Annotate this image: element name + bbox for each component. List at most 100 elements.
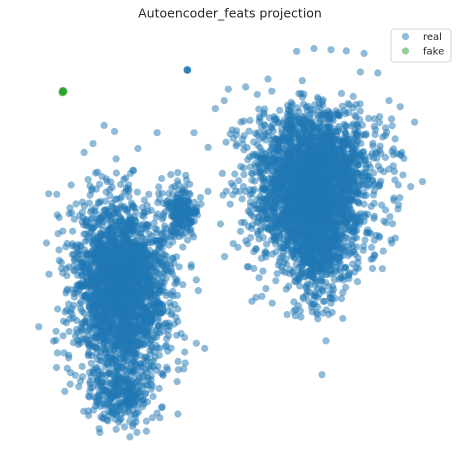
scatter-point-real [92, 344, 100, 352]
scatter-point-real [155, 285, 163, 293]
scatter-point-real [88, 309, 96, 317]
scatter-point-real [146, 321, 154, 329]
scatter-point-real [112, 285, 120, 293]
scatter-point-real [368, 243, 376, 251]
scatter-point-real [147, 262, 155, 270]
scatter-point-real [69, 227, 77, 235]
scatter-point-real [124, 270, 132, 278]
scatter-point-real [59, 332, 67, 340]
scatter-point-real [171, 280, 179, 288]
scatter-point-real [118, 316, 126, 324]
scatter-point-real [112, 425, 120, 433]
scatter-point-real [229, 191, 237, 199]
scatter-point-real [126, 303, 134, 311]
scatter-point-real [106, 237, 114, 245]
scatter-point-real [179, 193, 188, 201]
scatter-point-real [84, 331, 92, 339]
scatter-point-real [103, 335, 111, 343]
scatter-point-real [103, 307, 111, 315]
scatter-point-real [237, 218, 246, 227]
scatter-point-real [159, 210, 168, 218]
scatter-point-real [115, 336, 123, 344]
scatter-point-real [272, 277, 280, 285]
scatter-point-real [378, 201, 386, 209]
scatter-point-real [136, 363, 145, 371]
scatter-point-real [124, 326, 132, 334]
scatter-point-real [98, 214, 106, 222]
scatter-point-real [80, 407, 88, 415]
scatter-point-real [138, 397, 146, 405]
scatter-point-real [353, 278, 362, 286]
scatter-point-real [93, 218, 101, 226]
scatter-point-real [172, 253, 181, 261]
scatter-point-real [138, 234, 147, 242]
scatter-point-real [180, 222, 188, 230]
scatter-point-real [98, 173, 106, 181]
scatter-point-real [110, 290, 118, 298]
scatter-point-real [256, 227, 265, 235]
scatter-point-real [55, 256, 63, 264]
scatter-point-real [103, 388, 112, 396]
scatter-point-real [165, 332, 173, 340]
scatter-point-real [244, 263, 252, 271]
scatter-point-real [167, 227, 175, 235]
scatter-point-real [165, 241, 173, 249]
scatter-point-real [255, 274, 263, 282]
scatter-point-real [157, 279, 165, 287]
scatter-point-real [103, 361, 111, 369]
scatter-point-real [186, 180, 194, 188]
scatter-point-real [159, 239, 167, 247]
scatter-point-real [264, 75, 272, 83]
scatter-point-real [68, 209, 76, 217]
scatter-point-real [352, 264, 360, 272]
scatter-point-real [121, 205, 129, 214]
scatter-point-real [131, 204, 139, 212]
scatter-point-real [110, 309, 118, 317]
scatter-point-real [65, 327, 73, 336]
scatter-point-real [386, 213, 394, 221]
scatter-point-real [144, 207, 152, 215]
scatter-point-real [84, 176, 92, 184]
scatter-point-real [90, 249, 98, 257]
scatter-point-real [105, 212, 113, 220]
scatter-point-real [173, 378, 181, 386]
scatter-point-real [158, 189, 166, 197]
scatter-point-real [391, 234, 399, 242]
scatter-point-real [399, 171, 407, 179]
scatter-point-real [77, 263, 85, 271]
scatter-point-real [127, 316, 135, 324]
scatter-point-real [89, 238, 97, 246]
scatter-point-real [146, 365, 154, 374]
scatter-point-real [168, 212, 176, 220]
scatter-point-real [145, 190, 153, 198]
scatter-point-real [151, 249, 159, 257]
scatter-point-real [150, 219, 158, 227]
scatter-point-real [45, 270, 53, 278]
scatter-point-real [158, 174, 166, 183]
scatter-point-real [140, 280, 148, 288]
scatter-point-real [116, 403, 124, 411]
scatter-point-real [256, 144, 264, 152]
scatter-point-real [126, 214, 134, 222]
scatter-point-real [100, 410, 108, 418]
scatter-point-real [69, 339, 77, 347]
scatter-point-real [161, 222, 169, 230]
scatter-point-real [181, 348, 189, 356]
scatter-point-real [146, 288, 154, 297]
scatter-point-real [78, 362, 86, 371]
scatter-point-real [117, 180, 125, 189]
scatter-point-real [235, 177, 243, 185]
scatter-point-real [180, 365, 188, 373]
scatter-point-real [141, 389, 149, 397]
scatter-point-real [115, 246, 123, 254]
scatter-point-real [106, 192, 114, 200]
scatter-point-real [127, 230, 135, 238]
scatter-point-real [130, 398, 138, 406]
scatter-point-real [142, 427, 150, 435]
scatter-point-real [87, 321, 95, 329]
scatter-point-real [244, 222, 252, 231]
scatter-point-real [364, 226, 372, 234]
scatter-point-real [194, 287, 202, 295]
scatter-point-real [126, 221, 135, 230]
scatter-point-real [70, 262, 78, 270]
